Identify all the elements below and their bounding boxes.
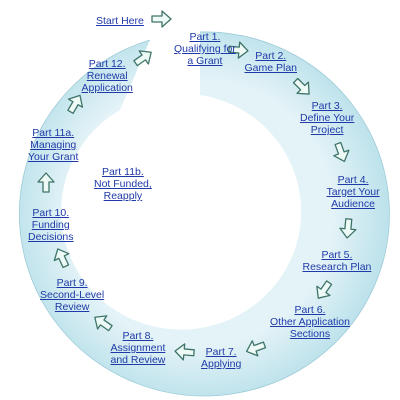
cycle-arrow-icon <box>94 315 113 332</box>
step-link-part-5-line: Research Plan <box>302 261 372 273</box>
step-link-part-4-line: Audience <box>331 198 375 210</box>
step-link-part-5[interactable]: Part 5. Research Plan <box>303 249 372 273</box>
step-link-part-6-line: Other Application <box>270 316 350 328</box>
step-link-part-5-line: Part 5. <box>321 249 353 261</box>
step-link-part-2-line: Game Plan <box>244 62 298 74</box>
cycle-arrow-icon <box>333 141 350 163</box>
cycle-arrow-icon <box>151 10 172 28</box>
cycle-arrow-icon <box>316 280 333 299</box>
step-link-part-11b-line: Reapply <box>103 190 143 202</box>
step-link-part-7[interactable]: Part 7. Applying <box>201 346 241 370</box>
step-link-part-11a-line: Managing <box>30 139 77 151</box>
step-link-part-10-line: Decisions <box>28 231 74 243</box>
step-link-part-12-line: Renewal <box>86 70 128 82</box>
cycle-ring-outer-edge <box>19 31 390 397</box>
step-link-part-8[interactable]: Part 8. Assignment and Review <box>111 330 166 366</box>
cycle-ring <box>19 31 390 396</box>
step-link-part-9-line: Review <box>54 301 90 313</box>
step-link-part-2[interactable]: Part 2. Game Plan <box>245 50 298 74</box>
step-link-part-4[interactable]: Part 4. Target Your Audience <box>327 174 380 210</box>
step-link-part-6-line: Part 6. <box>294 304 326 316</box>
step-link-part-8-line: and Review <box>110 354 166 366</box>
cycle-arrow-icon <box>53 248 70 269</box>
step-link-part-11b-line: Part 11b. <box>101 166 144 178</box>
step-link-part-4-line: Target Your <box>326 186 380 198</box>
cycle-arrow-icon <box>37 172 55 193</box>
step-link-part-1-line: a Grant <box>187 55 223 67</box>
step-link-part-12-line: Application <box>81 82 133 94</box>
step-link-part-9-line: Second-Level <box>40 289 105 301</box>
step-link-part-10-line: Part 10. <box>32 207 70 219</box>
step-link-part-3-line: Part 3. <box>311 100 343 112</box>
step-link-part-6-line: Sections <box>289 328 331 340</box>
step-link-part-12-line: Part 12. <box>88 58 126 70</box>
step-link-part-12[interactable]: Part 12. Renewal Application <box>82 58 133 94</box>
cycle-arrow-icon <box>174 343 195 361</box>
step-link-part-3-line: Define Your <box>300 112 355 124</box>
step-link-part-10-line: Funding <box>31 219 70 231</box>
step-link-part-11b[interactable]: Part 11b. Not Funded, Reapply <box>94 166 152 202</box>
step-link-part-3-line: Project <box>310 124 344 136</box>
step-link-part-7-line: Part 7. <box>205 346 237 358</box>
start-here-link[interactable]: Start Here <box>96 15 144 27</box>
step-link-part-9-line: Part 9. <box>56 277 88 289</box>
step-link-part-11a-line: Your Grant <box>28 151 79 163</box>
step-link-part-11a-line: Part 11a. <box>32 127 75 139</box>
step-link-part-10[interactable]: Part 10. Funding Decisions <box>28 207 74 243</box>
cycle-arrow-icon <box>67 94 84 114</box>
start-here-link-line: Start Here <box>96 15 144 27</box>
cycle-arrow-icon <box>245 340 267 357</box>
cycle-arrow-icon <box>339 218 357 239</box>
step-link-part-9[interactable]: Part 9. Second-Level Review <box>40 277 104 313</box>
step-link-part-11a[interactable]: Part 11a. Managing Your Grant <box>28 127 78 163</box>
step-link-part-7-line: Applying <box>201 358 242 370</box>
step-link-part-1-line: Part 1. <box>189 31 221 43</box>
step-link-part-8-line: Part 8. <box>122 330 154 342</box>
step-link-part-8-line: Assignment <box>110 342 166 354</box>
step-link-part-6[interactable]: Part 6. Other Application Sections <box>270 304 350 340</box>
step-link-part-4-line: Part 4. <box>337 174 369 186</box>
step-link-part-11b-line: Not Funded, <box>94 178 152 190</box>
cycle-arrow-icon <box>292 77 310 95</box>
step-link-part-2-line: Part 2. <box>255 50 287 62</box>
step-link-part-1-line: Qualifying for <box>174 43 236 55</box>
step-link-part-1[interactable]: Part 1. Qualifying for a Grant <box>174 31 236 67</box>
cycle-arrow-icon <box>228 41 249 59</box>
cycle-arrow-icon <box>133 50 152 67</box>
step-link-part-3[interactable]: Part 3. Define Your Project <box>300 100 354 136</box>
